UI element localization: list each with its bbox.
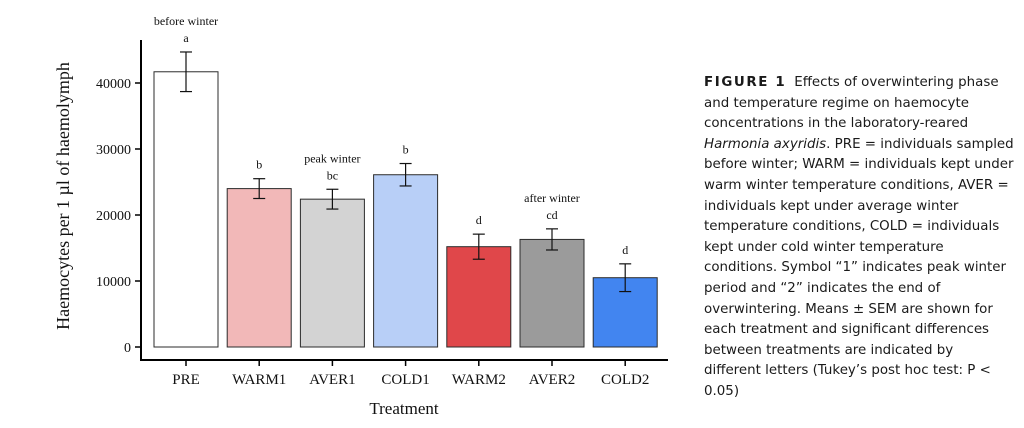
y-tick-label: 40000 (96, 77, 131, 92)
significance-letter: d (622, 243, 628, 257)
x-tick-label: AVER2 (529, 372, 575, 388)
y-tick-label: 30000 (96, 143, 131, 158)
significance-letter: b (256, 158, 262, 172)
annotations-layer: a b bc b d cd d before winter peak winter after w… (154, 14, 628, 257)
bar-aver1 (299, 198, 365, 348)
x-axis-title: Treatment (369, 399, 439, 418)
figure-label: FIGURE 1 (704, 75, 787, 90)
significance-letter: bc (327, 168, 338, 182)
bar-warm1 (226, 188, 292, 348)
bar-warm2 (446, 246, 512, 348)
x-tick-label: COLD2 (601, 372, 649, 388)
y-tick-label: 20000 (96, 209, 131, 224)
bar-aver2 (519, 238, 585, 348)
figure-caption: FIGURE 1 Effects of overwintering phase a… (704, 73, 1014, 403)
x-tick-label: AVER1 (309, 372, 355, 388)
y-tick-label: 10000 (96, 275, 131, 290)
x-tick-label: PRE (172, 372, 200, 388)
bar-chart: a b bc b d cd d before winter peak winter after w… (53, 14, 668, 418)
error-bars-layer (180, 51, 632, 293)
significance-letter: cd (546, 208, 557, 222)
significance-letter: a (183, 31, 189, 45)
axes-layer: 0 10000 20000 30000 40000 PRE WARM1 AVER1 COLD1 W… (96, 40, 668, 388)
phase-label: after winter (524, 191, 580, 205)
phase-label: before winter (154, 14, 218, 28)
y-axis-title: Haemocytes per 1 µl of haemolymph (53, 62, 73, 330)
bar-pre (153, 71, 219, 348)
caption-species-name: Harmonia axyridis (704, 136, 827, 152)
significance-letter: d (476, 213, 482, 227)
significance-letter: b (403, 143, 409, 157)
x-tick-label: WARM1 (232, 372, 286, 388)
bars-layer (153, 71, 658, 348)
y-tick-label: 0 (124, 341, 131, 356)
bar-cold1 (373, 174, 439, 348)
x-tick-label: COLD1 (381, 372, 429, 388)
x-tick-label: WARM2 (452, 372, 506, 388)
phase-label: peak winter (304, 151, 360, 165)
caption-text-part-1: Effects of overwintering phase and tempe… (704, 75, 999, 132)
caption-text-part-2: . PRE = individuals sampled before winte… (704, 136, 1014, 399)
